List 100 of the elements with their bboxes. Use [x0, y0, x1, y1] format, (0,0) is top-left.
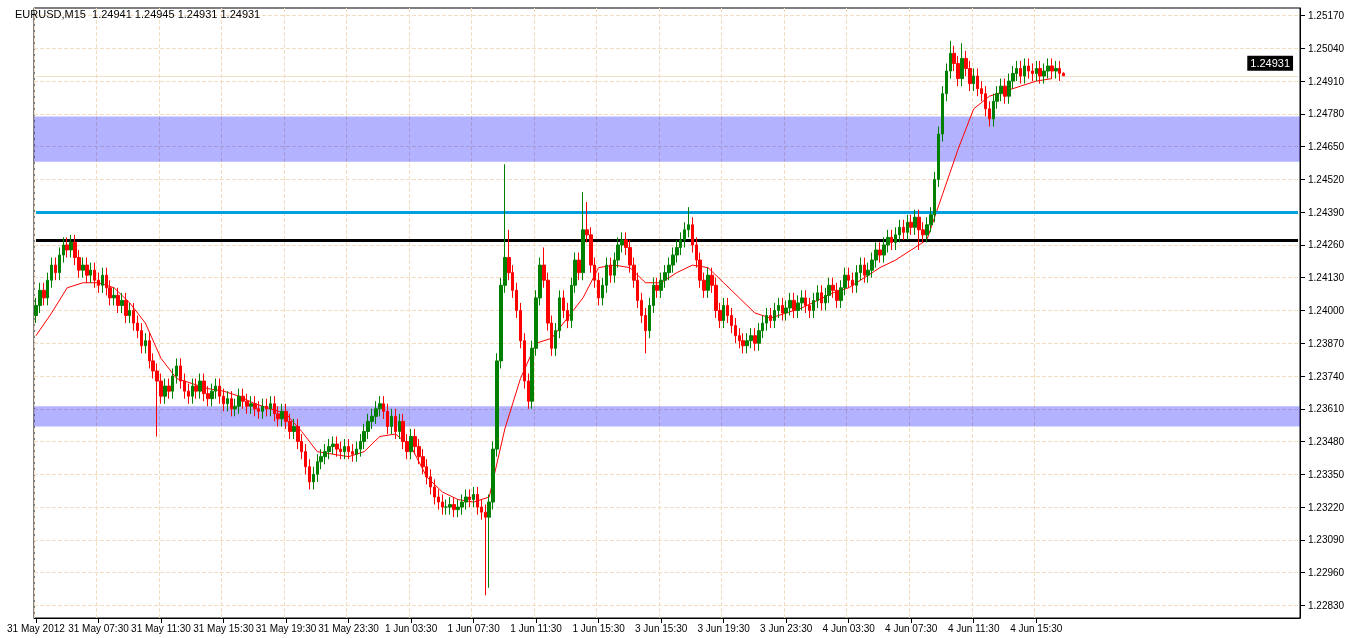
- candlestick: [1046, 57, 1050, 80]
- x-tick-label: 1 Jun 15:30: [572, 622, 626, 634]
- candlestick: [245, 393, 249, 415]
- candlestick: [796, 294, 800, 319]
- candlestick: [706, 267, 710, 299]
- candlestick: [54, 257, 57, 281]
- y-tick-label: 1.23480: [1308, 436, 1345, 448]
- x-tick-label: 4 Jun 03:30: [822, 622, 876, 634]
- candlestick: [394, 408, 397, 440]
- candlestick: [890, 229, 893, 251]
- y-tick-label: 1.23870: [1308, 337, 1345, 349]
- candlestick: [581, 191, 585, 281]
- candlestick: [804, 289, 807, 314]
- candlestick: [269, 395, 272, 417]
- y-tick-label: 1.24650: [1308, 141, 1345, 153]
- candlestick: [409, 428, 413, 460]
- candlestick: [1027, 57, 1030, 80]
- candlestick: [194, 378, 198, 400]
- y-tick-label: 1.25040: [1308, 42, 1345, 54]
- candlestick: [472, 486, 475, 508]
- candlestick: [741, 332, 745, 354]
- candlestick: [81, 257, 85, 279]
- candlestick: [917, 209, 921, 251]
- y-tick-label: 1.22960: [1308, 567, 1345, 579]
- candlestick: [128, 302, 131, 324]
- candlestick: [93, 262, 96, 289]
- candlestick: [167, 378, 171, 400]
- candlestick: [722, 297, 725, 329]
- candlestick: [163, 378, 167, 405]
- y-tick-label: 1.24000: [1308, 304, 1345, 316]
- candlestick: [906, 214, 909, 241]
- candlestick: [273, 395, 276, 422]
- y-tick-label: 1.23220: [1308, 501, 1345, 513]
- candlestick: [460, 493, 464, 516]
- x-tick-label: 3 Jun 15:30: [635, 622, 688, 634]
- candlestick: [1003, 78, 1007, 105]
- candlestick: [237, 388, 241, 415]
- x-tick-label: 3 Jun 19:30: [697, 622, 751, 634]
- candlestick: [913, 209, 917, 236]
- y-tick-label: 1.23090: [1308, 534, 1345, 546]
- candlestick: [1058, 60, 1061, 82]
- candlestick: [448, 496, 452, 516]
- x-tick-label: 4 Jun 15:30: [1010, 622, 1063, 634]
- y-tick-label: 1.24390: [1308, 206, 1345, 218]
- candlestick: [280, 403, 284, 427]
- candlestick: [398, 413, 401, 440]
- y-tick-label: 1.25170: [1308, 10, 1345, 22]
- candlestick: [331, 436, 335, 455]
- candlestick: [773, 302, 776, 329]
- y-tick-label: 1.24910: [1308, 75, 1345, 87]
- y-tick-label: 1.22830: [1308, 599, 1345, 611]
- candlestick: [976, 68, 979, 97]
- candlestick: [198, 373, 202, 400]
- y-tick-label: 1.24260: [1308, 239, 1345, 251]
- candlestick: [202, 373, 206, 402]
- candlestick: [249, 395, 253, 415]
- candlestick: [788, 292, 792, 317]
- candlestick: [960, 42, 964, 87]
- candlestick: [753, 327, 757, 352]
- candlestick: [112, 287, 116, 306]
- x-tick-label: 31 May 11:30: [131, 622, 192, 634]
- candlestick: [144, 332, 147, 354]
- candlestick: [878, 241, 882, 264]
- candlestick: [210, 383, 214, 407]
- candlestick: [327, 438, 331, 460]
- x-tick-label: 31 May 23:30: [318, 622, 380, 634]
- candlestick: [902, 219, 905, 241]
- candlestick: [745, 332, 749, 354]
- candlestick: [241, 388, 245, 410]
- candlestick: [116, 287, 120, 314]
- candlestick: [323, 443, 327, 465]
- y-tick-label: 1.24780: [1308, 108, 1345, 120]
- candlestick: [101, 267, 104, 294]
- candlestick: [847, 267, 850, 289]
- y-tick-label: 1.23740: [1308, 370, 1345, 382]
- candlestick: [253, 395, 257, 417]
- candlestick: [792, 292, 796, 319]
- candlestick: [265, 398, 268, 417]
- y-tick-label: 1.24130: [1308, 272, 1345, 284]
- candlestick: [909, 214, 913, 236]
- candlestick: [261, 398, 264, 420]
- candlestick: [351, 443, 354, 463]
- x-tick-label: 31 May 19:30: [255, 622, 317, 634]
- x-tick-label: 1 Jun 11:30: [510, 622, 563, 634]
- candlestick: [120, 292, 124, 314]
- x-tick-label: 4 Jun 11:30: [947, 622, 1000, 634]
- candlestick: [863, 257, 866, 284]
- candlestick: [343, 438, 346, 460]
- candlestick: [339, 441, 342, 460]
- candlestick: [257, 400, 260, 420]
- candlestick: [1054, 60, 1058, 80]
- chart-title: EURUSD,M15 1.24941 1.24945 1.24931 1.24931: [15, 7, 261, 20]
- candlestick: [851, 272, 854, 294]
- x-tick-label: 31 May 15:30: [193, 622, 255, 634]
- candlestick: [577, 252, 581, 281]
- x-tick-label: 1 Jun 07:30: [447, 622, 501, 634]
- candlestick: [749, 327, 753, 349]
- candlestick: [1023, 57, 1026, 85]
- candlestick: [374, 400, 378, 425]
- candlestick: [89, 262, 92, 284]
